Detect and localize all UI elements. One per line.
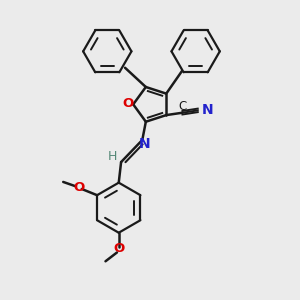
Text: N: N [201,103,213,117]
Text: C: C [178,100,186,113]
Text: O: O [113,242,124,255]
Text: N: N [139,137,151,151]
Text: O: O [74,181,85,194]
Text: O: O [122,97,134,110]
Text: H: H [108,150,118,163]
